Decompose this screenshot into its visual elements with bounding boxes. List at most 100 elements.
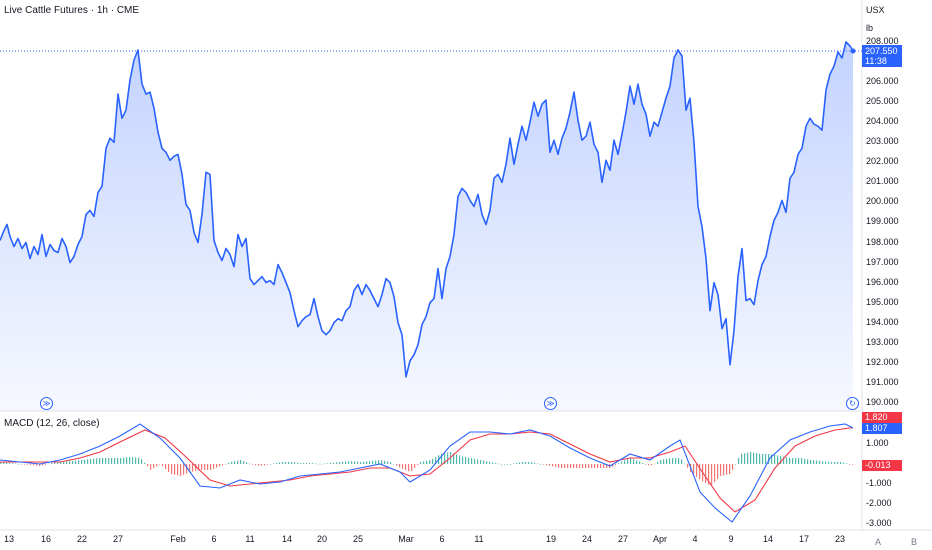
macd-histogram-bar <box>783 456 785 464</box>
macd-histogram-bar <box>420 462 422 464</box>
macd-histogram-bar <box>810 460 812 464</box>
macd-histogram-bar <box>105 458 107 464</box>
macd-histogram-bar <box>9 462 11 464</box>
macd-histogram-bar <box>117 458 119 464</box>
macd-histogram-bar <box>726 464 728 475</box>
macd-histogram-bar <box>597 464 599 468</box>
event-marker-icon[interactable]: ↻ <box>846 397 859 410</box>
event-marker-icon[interactable]: ≫ <box>544 397 557 410</box>
time-axis-tick: Mar <box>398 534 414 544</box>
macd-histogram-bar <box>99 458 101 464</box>
macd-histogram-bar <box>471 458 473 464</box>
macd-histogram-bar <box>834 462 836 464</box>
macd-histogram-bar <box>252 464 254 465</box>
macd-histogram-bar <box>621 461 623 464</box>
macd-histogram-bar <box>519 462 521 464</box>
macd-histogram-bar <box>516 462 518 464</box>
macd-histogram-bar <box>144 462 146 464</box>
macd-histogram-bar <box>747 452 749 464</box>
corner-letter-a[interactable]: A <box>875 537 882 547</box>
macd-histogram-bar <box>21 464 23 465</box>
macd-histogram-bar <box>531 462 533 464</box>
macd-histogram-bar <box>630 458 632 464</box>
macd-histogram-bar <box>339 462 341 464</box>
macd-histogram-bar <box>492 462 494 464</box>
macd-histogram-bar <box>525 462 527 464</box>
macd-histogram-bar <box>129 457 131 464</box>
macd-histogram-bar <box>591 464 593 468</box>
macd-histogram-bar <box>318 463 320 465</box>
macd-histogram-bar <box>393 463 395 465</box>
macd-axis-tick: -3.000 <box>866 518 892 528</box>
macd-histogram-bar <box>270 464 272 465</box>
macd-histogram-bar <box>123 457 125 464</box>
macd-histogram-bar <box>456 454 458 464</box>
price-axis-tick: 194.000 <box>866 316 899 327</box>
macd-histogram-bar <box>306 463 308 464</box>
macd-histogram-bar <box>822 461 824 464</box>
time-axis-tick: 24 <box>581 534 593 544</box>
macd-histogram-bar <box>624 460 626 464</box>
macd-histogram-bar <box>324 463 326 465</box>
price-axis-tick: 196.000 <box>866 276 899 287</box>
macd-histogram-bar <box>426 460 428 464</box>
macd-histogram-bar <box>159 464 161 465</box>
macd-histogram-bar <box>723 464 725 476</box>
macd-histogram-bar <box>372 460 374 464</box>
macd-histogram-bar <box>651 464 653 466</box>
macd-histogram-bar <box>288 462 290 464</box>
macd-histogram-bar <box>795 458 797 464</box>
macd-histogram-bar <box>765 454 767 464</box>
event-marker-icon[interactable]: ≫ <box>40 397 53 410</box>
macd-histogram-bar <box>18 463 20 465</box>
bar-countdown: 11:38 <box>865 56 887 66</box>
macd-histogram-bar <box>225 464 227 465</box>
macd-histogram-bar <box>423 461 425 464</box>
macd-histogram-bar <box>483 460 485 464</box>
macd-histogram-bar <box>567 464 569 468</box>
macd-histogram-bar <box>816 460 818 464</box>
time-axis-tick: 17 <box>798 534 810 544</box>
macd-histogram-bar <box>435 457 437 464</box>
macd-histogram-bar <box>711 464 713 485</box>
macd-histogram-bar <box>804 458 806 464</box>
macd-histogram-bar <box>69 461 71 464</box>
macd-histogram-bar <box>675 458 677 464</box>
macd-histogram-bar <box>564 464 566 468</box>
macd-histogram-bar <box>498 463 500 465</box>
macd-histogram-bar <box>57 462 59 464</box>
macd-histogram-bar <box>0 462 2 464</box>
macd-histogram-bar <box>321 463 323 465</box>
macd-axis-tick: -2.000 <box>866 498 892 508</box>
time-axis-tick: 20 <box>316 534 328 544</box>
macd-histogram-bar <box>405 464 407 470</box>
time-axis-tick: 23 <box>834 534 846 544</box>
macd-histogram-bar <box>507 464 509 465</box>
chart-title: Live Cattle Futures · 1h · CME <box>4 5 140 16</box>
corner-letter-b[interactable]: B <box>911 537 918 547</box>
macd-histogram-bar <box>489 461 491 464</box>
macd-histogram-bar <box>342 461 344 464</box>
macd-histogram-bar <box>633 459 635 464</box>
macd-histogram-bar <box>210 464 212 470</box>
macd-histogram-bar <box>678 458 680 464</box>
macd-histogram-bar <box>663 459 665 464</box>
macd-hist-label: -0.013 <box>862 460 902 471</box>
macd-histogram-bar <box>153 464 155 469</box>
unit-label: lb <box>866 23 874 33</box>
macd-histogram-bar <box>606 464 608 468</box>
macd-histogram-bar <box>777 455 779 464</box>
macd-histogram-bar <box>831 462 833 464</box>
macd-histogram-bar <box>537 463 539 464</box>
macd-histogram-bar <box>825 461 827 464</box>
macd-histogram-bar <box>258 464 260 466</box>
macd-histogram-bar <box>714 464 716 482</box>
macd-histogram-bar <box>411 464 413 471</box>
macd-histogram-bar <box>594 464 596 468</box>
macd-histogram-bar <box>648 464 650 466</box>
macd-histogram-bar <box>6 462 8 464</box>
macd-histogram-bar <box>852 464 854 465</box>
price-axis-tick: 200.000 <box>866 196 899 207</box>
time-axis-tick: 14 <box>762 534 774 544</box>
